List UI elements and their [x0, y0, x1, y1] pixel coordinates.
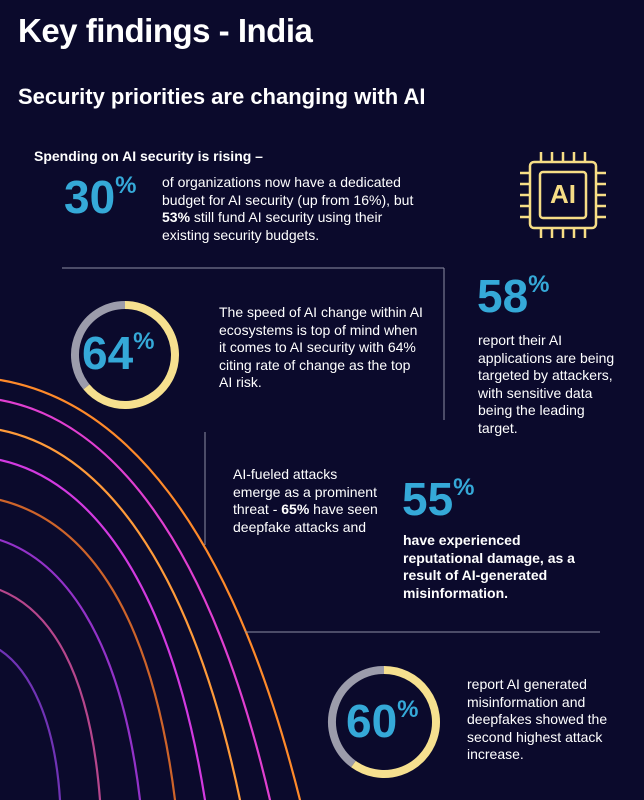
dividers — [62, 267, 600, 633]
text-run: have seen deepfake attacks and — [233, 501, 378, 535]
stat-value: 60% — [346, 695, 419, 747]
stat-unit: % — [528, 271, 550, 298]
stat-number: 30 — [64, 171, 116, 223]
text-run: 65% — [281, 501, 310, 517]
light-streaks — [0, 378, 302, 800]
misinformation-body: report AI generated misinformation and d… — [467, 676, 612, 764]
spending-lead: Spending on AI security is rising – — [34, 148, 263, 164]
text-run: have experienced reputational damage, as… — [403, 532, 575, 601]
text-run: The speed of AI change within AI ecosyst… — [219, 304, 423, 390]
stat-unit: % — [115, 172, 137, 199]
ring-track — [71, 301, 126, 390]
text-run: 53% — [162, 209, 191, 225]
text-run: of organizations now have a dedicated bu… — [162, 174, 414, 208]
section-subtitle: Security priorities are changing with AI — [18, 84, 426, 109]
stat-number: 55 — [402, 473, 454, 525]
stat-number: 58 — [477, 270, 529, 322]
ring-arc — [351, 666, 440, 778]
ring-track — [328, 666, 385, 768]
deepfake-body: have experienced reputational damage, as… — [403, 532, 603, 602]
text-run: AI-fueled attacks emerge as a prominent … — [233, 466, 377, 517]
ai-chip-icon — [520, 152, 606, 238]
stat-unit: % — [133, 328, 155, 355]
stat-value: 64% — [82, 327, 155, 379]
ai-chip-label: AI — [550, 179, 576, 209]
page-title: Key findings - India — [18, 12, 313, 49]
text-run: report AI generated misinformation and d… — [467, 676, 608, 762]
stat-number: 60 — [346, 695, 398, 747]
stat-unit: % — [453, 474, 475, 501]
stat-value: 55% — [402, 473, 475, 525]
text-run: report their AI applications are being t… — [478, 332, 615, 436]
stat-value: 58% — [477, 270, 550, 322]
stat-value: 30% — [64, 171, 137, 223]
targeted-body: report their AI applications are being t… — [478, 332, 628, 437]
ring-arc — [83, 301, 179, 409]
change-body: The speed of AI change within AI ecosyst… — [219, 304, 424, 392]
stat-number: 64 — [82, 327, 134, 379]
stat-unit: % — [397, 696, 419, 723]
deepfake-intro: AI-fueled attacks emerge as a prominent … — [233, 466, 383, 536]
text-run: still fund AI security using their exist… — [162, 209, 383, 243]
spending-body: of organizations now have a dedicated bu… — [162, 174, 432, 244]
